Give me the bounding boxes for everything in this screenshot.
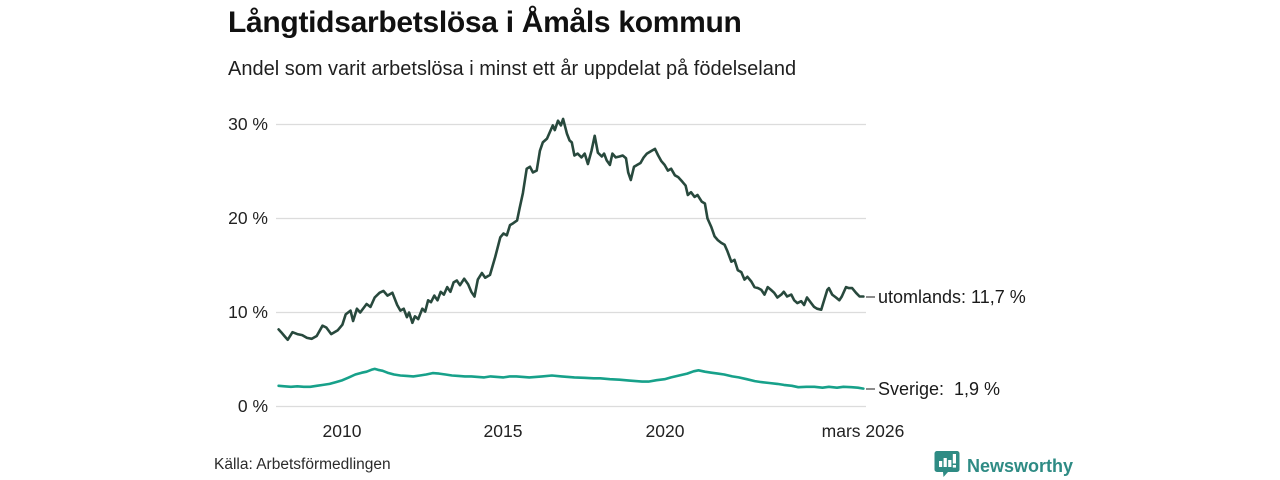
x-axis-tick-label: mars 2026 <box>821 421 905 441</box>
series-line-Sverige <box>277 367 865 390</box>
newsworthy-logo-icon <box>934 450 960 480</box>
x-axis-tick-label: 2015 <box>483 421 523 441</box>
x-axis-tick-label: 2020 <box>645 421 685 441</box>
source-note: Källa: Arbetsförmedlingen <box>214 456 391 473</box>
legend-dash <box>866 388 875 390</box>
series-label-utomlands: utomlands: 11,7 % <box>866 285 1026 309</box>
page-title: Långtidsarbetslösa i Åmåls kommun <box>228 6 742 39</box>
series-label-sverige: Sverige: 1,9 % <box>866 377 1000 401</box>
series-label-text: Sverige: 1,9 % <box>878 378 1001 399</box>
series-label-text: utomlands: 11,7 % <box>878 286 1026 307</box>
y-axis-tick-label: 10 % <box>228 302 268 322</box>
chart-subtitle: Andel som varit arbetslösa i minst ett å… <box>228 58 797 80</box>
x-axis-tick-label: 2010 <box>322 421 362 441</box>
newsworthy-brand: Newsworthy <box>934 450 1073 480</box>
legend-dash <box>866 296 875 298</box>
y-axis-tick-label: 20 % <box>228 208 268 228</box>
newsworthy-brand-label: Newsworthy <box>967 456 1074 476</box>
y-axis-tick-label: 0 % <box>237 396 268 416</box>
y-axis-tick-label: 30 % <box>228 114 268 134</box>
series-line-utomlands <box>277 117 865 342</box>
